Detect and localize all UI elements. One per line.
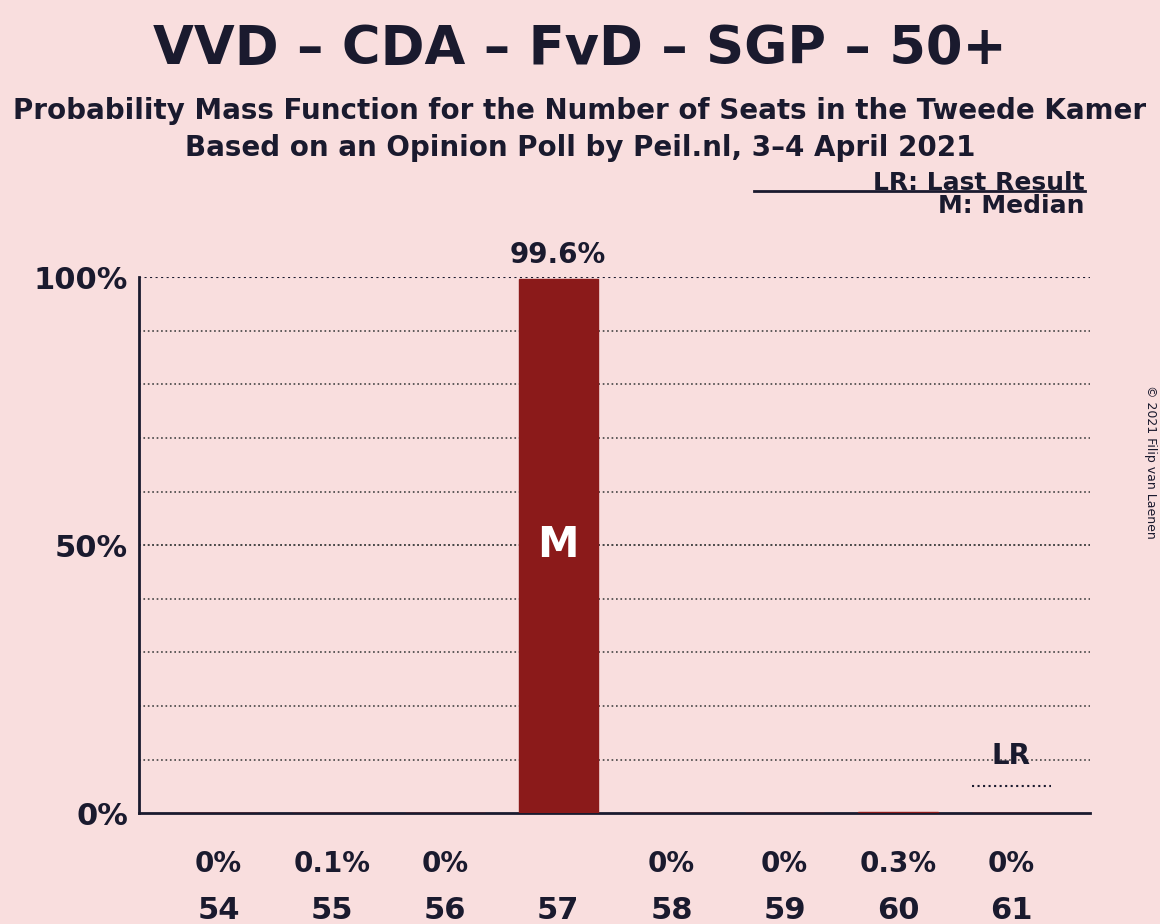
- Text: © 2021 Filip van Laenen: © 2021 Filip van Laenen: [1144, 385, 1158, 539]
- Text: Probability Mass Function for the Number of Seats in the Tweede Kamer: Probability Mass Function for the Number…: [14, 97, 1146, 125]
- Text: 57: 57: [537, 896, 579, 924]
- Bar: [519, 279, 597, 813]
- Text: 61: 61: [989, 896, 1032, 924]
- Text: 55: 55: [311, 896, 353, 924]
- Text: 0%: 0%: [761, 850, 809, 878]
- Text: 99.6%: 99.6%: [510, 241, 607, 269]
- Text: 58: 58: [650, 896, 693, 924]
- Text: M: M: [537, 524, 579, 566]
- Text: 56: 56: [423, 896, 466, 924]
- Text: 60: 60: [877, 896, 919, 924]
- Text: 0%: 0%: [195, 850, 242, 878]
- Text: Based on an Opinion Poll by Peil.nl, 3–4 April 2021: Based on an Opinion Poll by Peil.nl, 3–4…: [184, 134, 976, 162]
- Text: 0%: 0%: [421, 850, 469, 878]
- Text: LR: Last Result: LR: Last Result: [873, 171, 1085, 195]
- Text: 0%: 0%: [647, 850, 695, 878]
- Text: LR: LR: [992, 742, 1030, 771]
- Text: 54: 54: [197, 896, 240, 924]
- Text: M: Median: M: Median: [938, 194, 1085, 218]
- Text: 0%: 0%: [987, 850, 1035, 878]
- Text: 59: 59: [763, 896, 806, 924]
- Bar: [858, 811, 937, 813]
- Text: 0.3%: 0.3%: [860, 850, 936, 878]
- Text: VVD – CDA – FvD – SGP – 50+: VVD – CDA – FvD – SGP – 50+: [153, 23, 1007, 75]
- Text: 0.1%: 0.1%: [293, 850, 370, 878]
